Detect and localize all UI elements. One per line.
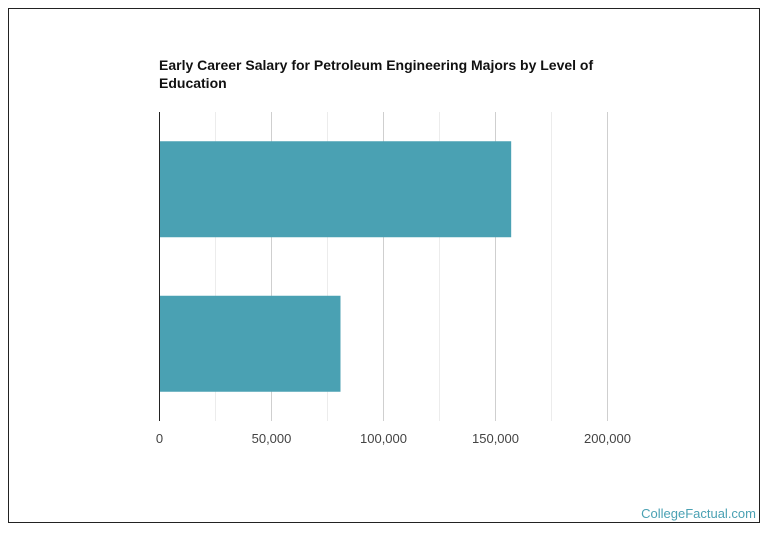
x-tick-label: 50,000 [252, 431, 292, 446]
x-tick-label: 100,000 [360, 431, 407, 446]
bar [159, 295, 341, 392]
bar [159, 141, 512, 238]
x-tick-label: 150,000 [472, 431, 519, 446]
credit-link[interactable]: CollegeFactual.com [641, 506, 756, 521]
chart-title: Early Career Salary for Petroleum Engine… [159, 57, 594, 91]
x-tick-label: 200,000 [584, 431, 631, 446]
chart-frame [8, 8, 760, 523]
x-tick-label: 0 [156, 431, 163, 446]
